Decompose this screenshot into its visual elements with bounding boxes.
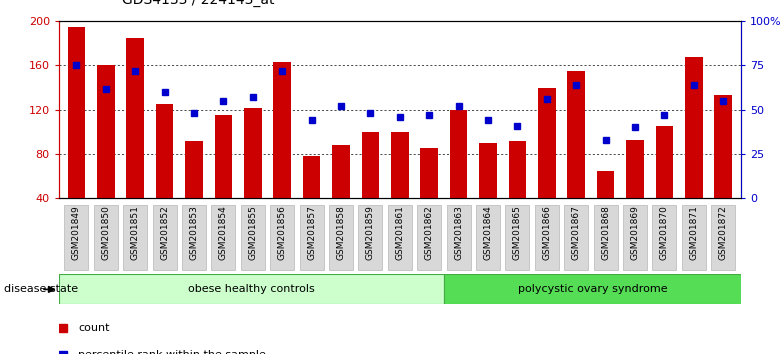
- Bar: [479, 143, 497, 198]
- Text: GSM201868: GSM201868: [601, 205, 610, 260]
- Text: GSM201854: GSM201854: [219, 205, 228, 260]
- Text: GSM201863: GSM201863: [454, 205, 463, 260]
- Bar: [97, 65, 114, 198]
- Text: count: count: [78, 323, 110, 333]
- Text: GSM201865: GSM201865: [513, 205, 522, 260]
- Bar: [126, 38, 144, 198]
- Bar: [185, 141, 203, 198]
- FancyBboxPatch shape: [535, 205, 559, 270]
- Bar: [67, 27, 85, 198]
- FancyBboxPatch shape: [593, 205, 618, 270]
- Text: GSM201870: GSM201870: [660, 205, 669, 260]
- FancyBboxPatch shape: [417, 205, 441, 270]
- Bar: [361, 132, 379, 198]
- FancyBboxPatch shape: [241, 205, 265, 270]
- FancyBboxPatch shape: [212, 205, 235, 270]
- Bar: [538, 88, 556, 198]
- Bar: [303, 156, 321, 198]
- FancyBboxPatch shape: [329, 205, 353, 270]
- Bar: [445, 274, 741, 304]
- Text: percentile rank within the sample: percentile rank within the sample: [78, 350, 267, 354]
- FancyBboxPatch shape: [64, 205, 89, 270]
- Bar: [244, 108, 262, 198]
- Text: GSM201859: GSM201859: [366, 205, 375, 260]
- FancyBboxPatch shape: [153, 205, 176, 270]
- Bar: [626, 139, 644, 198]
- Text: GSM201856: GSM201856: [278, 205, 287, 260]
- FancyBboxPatch shape: [270, 205, 294, 270]
- Text: GSM201862: GSM201862: [425, 205, 434, 260]
- Bar: [597, 171, 615, 198]
- Text: GSM201858: GSM201858: [336, 205, 346, 260]
- Bar: [332, 145, 350, 198]
- Text: GSM201861: GSM201861: [395, 205, 405, 260]
- FancyBboxPatch shape: [564, 205, 588, 270]
- FancyBboxPatch shape: [299, 205, 324, 270]
- FancyBboxPatch shape: [123, 205, 147, 270]
- FancyBboxPatch shape: [388, 205, 412, 270]
- Text: obese healthy controls: obese healthy controls: [188, 284, 315, 295]
- FancyBboxPatch shape: [476, 205, 500, 270]
- Text: GSM201849: GSM201849: [72, 205, 81, 260]
- FancyBboxPatch shape: [623, 205, 647, 270]
- Text: GSM201852: GSM201852: [160, 205, 169, 260]
- Bar: [420, 148, 438, 198]
- FancyBboxPatch shape: [682, 205, 706, 270]
- Text: GSM201872: GSM201872: [719, 205, 728, 260]
- Bar: [714, 95, 732, 198]
- Text: GSM201855: GSM201855: [249, 205, 257, 260]
- FancyBboxPatch shape: [182, 205, 206, 270]
- Bar: [568, 71, 585, 198]
- FancyBboxPatch shape: [358, 205, 383, 270]
- Text: disease state: disease state: [4, 284, 78, 295]
- Bar: [156, 104, 173, 198]
- Bar: [274, 62, 291, 198]
- Bar: [59, 274, 445, 304]
- Bar: [685, 57, 702, 198]
- Bar: [655, 126, 673, 198]
- FancyBboxPatch shape: [711, 205, 735, 270]
- Text: GSM201857: GSM201857: [307, 205, 316, 260]
- Text: GSM201850: GSM201850: [101, 205, 111, 260]
- Text: GSM201871: GSM201871: [689, 205, 699, 260]
- Text: GSM201869: GSM201869: [630, 205, 640, 260]
- Text: GSM201853: GSM201853: [190, 205, 198, 260]
- FancyBboxPatch shape: [652, 205, 677, 270]
- Text: polycystic ovary syndrome: polycystic ovary syndrome: [517, 284, 667, 295]
- FancyBboxPatch shape: [506, 205, 529, 270]
- Text: GSM201864: GSM201864: [484, 205, 492, 260]
- Bar: [391, 132, 408, 198]
- FancyBboxPatch shape: [94, 205, 118, 270]
- Text: GSM201867: GSM201867: [572, 205, 581, 260]
- Bar: [509, 141, 526, 198]
- Bar: [450, 110, 467, 198]
- Text: GSM201851: GSM201851: [131, 205, 140, 260]
- FancyBboxPatch shape: [447, 205, 470, 270]
- Bar: [215, 115, 232, 198]
- Text: GDS4133 / 224143_at: GDS4133 / 224143_at: [122, 0, 274, 7]
- Text: GSM201866: GSM201866: [543, 205, 551, 260]
